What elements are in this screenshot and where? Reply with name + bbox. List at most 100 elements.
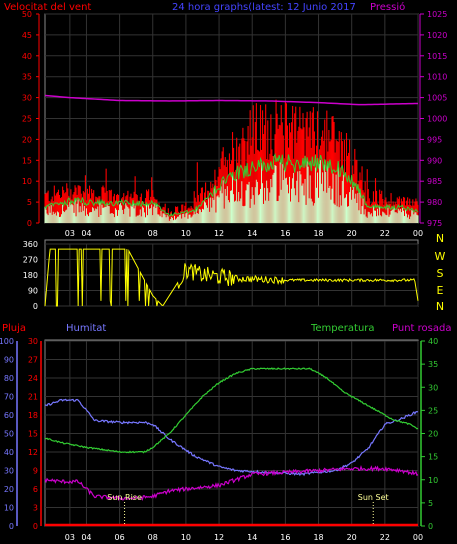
wind-time-tick-label: 14 [247,229,257,238]
rht-time-axis: 03 04 06 08 10 12 14 16 18 20 22 00 [65,533,423,542]
wind-time-axis: 03 04 06 08 10 12 14 16 18 20 22 00 [65,229,423,238]
humidity-tick-label: 60 [4,411,14,420]
temperature-tick-label: 40 [428,337,438,346]
rht-time-tick-label: 08 [148,533,158,542]
pressure-tick-label: 1020 [427,31,447,40]
pressure-tick-label: 995 [427,135,442,144]
direction-degree-tick-label: 270 [23,256,38,265]
wind-time-tick-label: 08 [148,229,158,238]
humidity-tick-label: 70 [4,393,14,402]
wind-speed-title: Velocitat del vent [4,2,91,13]
temperature-tick-label: 15 [428,453,438,462]
rain-tick-label: 9 [33,467,38,476]
dewpoint-label: Punt rosada [392,323,451,334]
rain-tick-label: 3 [33,504,38,513]
rain-tick-label: 21 [28,393,38,402]
wind-time-tick-label: 20 [347,229,357,238]
humidity-tick-label: 100 [0,337,14,346]
pressure-title: Pressió [370,1,405,13]
wind-series [44,94,419,223]
rain-tick-label: 18 [28,411,38,420]
pressure-line [44,94,419,106]
wind-time-tick-label: 00 [413,229,423,238]
humidity-tick-label: 40 [4,448,14,457]
wind-speed-tick-label: 50 [22,10,32,19]
wind-time-tick-label: 16 [280,229,290,238]
direction-compass-label: W [435,250,446,263]
wind-time-tick-label: 10 [181,229,191,238]
humidity-line [44,398,419,477]
wind-speed-axis: 0 5 10 15 20 25 30 35 40 45 50 [22,10,40,228]
humidity-tick-label: 10 [4,504,14,513]
wind-speed-tick-label: 45 [22,31,32,40]
dewpoint-line [44,464,419,502]
wind-speed-tick-label: 25 [22,115,32,124]
wind-speed-tick-label: 5 [27,198,32,207]
wind-average-line [44,152,419,217]
wind-speed-tick-label: 30 [22,94,32,103]
wind-speed-tick-label: 0 [27,219,32,228]
wind-time-tick-label: 22 [380,229,390,238]
wind-speed-tick-label: 20 [22,135,32,144]
wind-time-tick-label: 06 [115,229,125,238]
rain-label: Pluja [2,323,26,334]
pressure-tick-label: 1025 [427,10,447,19]
humidity-tick-label: 30 [4,467,14,476]
sunrise-label: Sun Rise [107,493,142,502]
pressure-tick-label: 990 [427,156,442,165]
wind-direction-grid [45,243,419,307]
wind-direction-line [44,248,419,307]
rain-tick-label: 12 [28,448,38,457]
wind-speed-tick-label: 35 [22,73,32,82]
temperature-line [44,367,419,454]
direction-compass-label: E [437,284,444,297]
rht-time-tick-label: 03 [65,533,75,542]
pressure-tick-label: 975 [427,219,442,228]
wind-speed-tick-label: 10 [22,177,32,186]
rht-time-tick-label: 00 [413,533,423,542]
rain-tick-label: 0 [33,522,38,531]
direction-compass-label: N [436,300,444,313]
rain-tick-label: 15 [28,430,38,439]
rht-series: Sun Rise Sun Set [44,367,419,527]
rain-tick-label: 27 [28,356,38,365]
temperature-tick-label: 35 [428,360,438,369]
rht-time-tick-label: 18 [313,533,323,542]
pressure-tick-label: 1010 [427,73,447,82]
rht-time-tick-label: 16 [280,533,290,542]
direction-compass-label: N [436,232,444,245]
temperature-tick-label: 25 [428,406,438,415]
pressure-tick-label: 1015 [427,52,447,61]
direction-degree-tick-label: 0 [33,302,38,311]
rht-time-tick-label: 14 [247,533,257,542]
pressure-tick-label: 980 [427,198,442,207]
wind-speed-tick-label: 40 [22,52,32,61]
temperature-tick-label: 10 [428,476,438,485]
pressure-tick-label: 1005 [427,94,447,103]
direction-series [44,248,419,307]
temperature-tick-label: 30 [428,383,438,392]
pressure-tick-label: 985 [427,177,442,186]
humidity-tick-label: 90 [4,356,14,365]
rht-time-tick-label: 04 [81,533,91,542]
humidity-tick-label: 80 [4,374,14,383]
temperature-tick-label: 5 [428,499,433,508]
wind-time-tick-label: 04 [81,229,91,238]
rht-time-tick-label: 10 [181,533,191,542]
rht-time-tick-label: 20 [347,533,357,542]
graph-title: 24 hora graphs(latest: 12 Junio 2017 [172,2,356,13]
rht-time-tick-label: 12 [214,533,224,542]
sunset-label: Sun Set [358,493,389,502]
rain-tick-label: 30 [28,337,38,346]
rain-tick-label: 24 [28,374,38,383]
wind-time-tick-label: 18 [313,229,323,238]
humidity-tick-label: 20 [4,485,14,494]
direction-degree-tick-label: 90 [28,287,38,296]
wind-time-tick-label: 12 [214,229,224,238]
rht-time-tick-label: 06 [115,533,125,542]
temperature-label: Temperatura [310,323,375,334]
rain-humidity-temp-panel: Pluja Humitat Temperatura Punt rosada 0 1… [0,323,451,542]
temperature-tick-label: 0 [428,522,433,531]
